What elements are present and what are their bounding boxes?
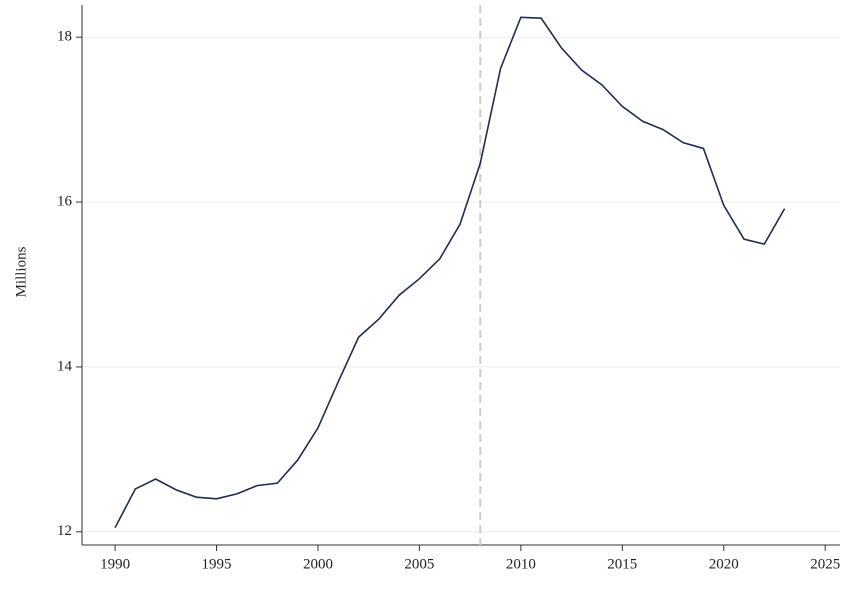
x-tick-label: 2000	[303, 556, 333, 572]
y-tick-label: 14	[57, 358, 73, 374]
x-tick-label: 1995	[202, 556, 232, 572]
x-tick-label: 2010	[506, 556, 536, 572]
data-line	[114, 16, 786, 529]
y-axis-label: Millions	[13, 246, 29, 297]
x-tick-label: 2020	[709, 556, 739, 572]
x-tick-label: 2015	[607, 556, 637, 572]
x-tick-label: 2025	[810, 556, 840, 572]
y-tick-label: 12	[57, 523, 72, 539]
y-tick-label: 16	[57, 193, 73, 209]
x-tick-label: 2005	[404, 556, 434, 572]
x-tick-label: 1990	[100, 556, 130, 572]
y-tick-label: 18	[57, 29, 72, 45]
